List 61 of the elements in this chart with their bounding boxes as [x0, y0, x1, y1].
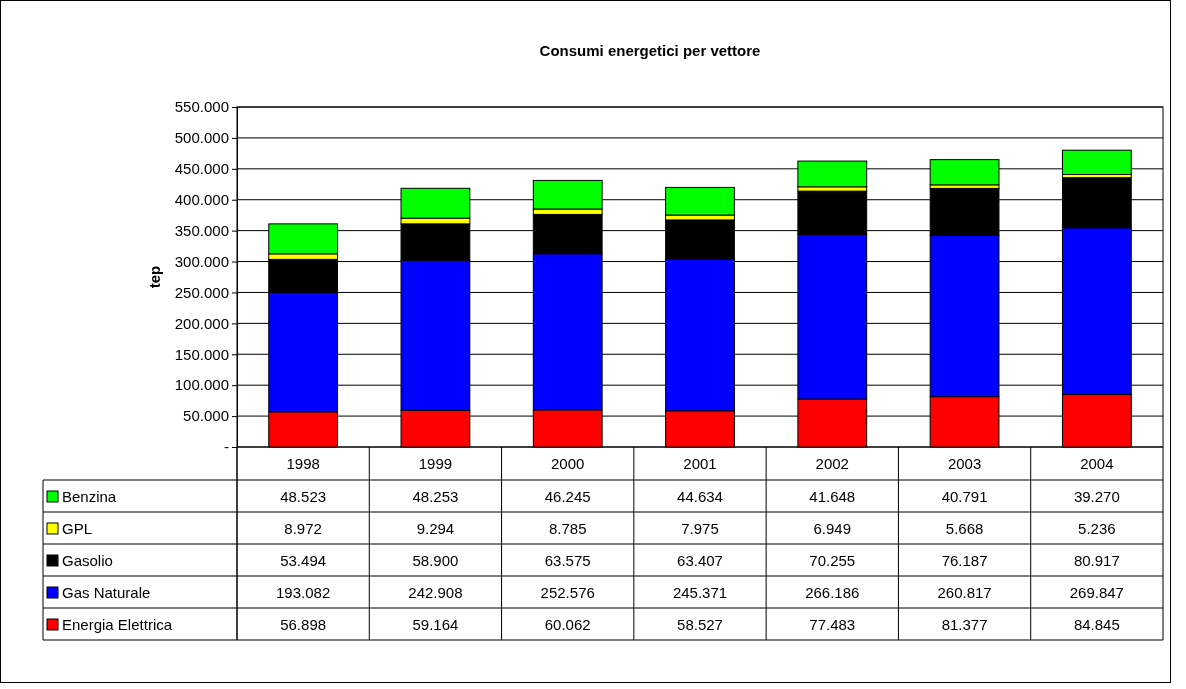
legend-label: GPL — [62, 520, 93, 537]
data-label: 59.164 — [412, 616, 459, 633]
data-label: 80.917 — [1073, 552, 1120, 569]
data-label: 40.791 — [941, 488, 988, 505]
legend-label: Benzina — [62, 488, 117, 505]
data-label: 56.898 — [280, 616, 327, 633]
x-tick-label: 1999 — [418, 455, 453, 472]
data-label: 9.294 — [416, 520, 455, 537]
chart-title: Consumi energetici per vettore — [539, 42, 761, 59]
data-label: 39.270 — [1073, 488, 1120, 505]
data-label: 193.082 — [276, 584, 331, 601]
data-label: 242.908 — [408, 584, 463, 601]
legend-label: Gas Naturale — [62, 584, 151, 601]
data-label: 81.377 — [941, 616, 988, 633]
y-tick-label: 200.000 — [174, 314, 229, 332]
data-label: 76.187 — [941, 552, 988, 569]
data-label: 260.817 — [937, 584, 992, 601]
y-tick-label: 500.000 — [174, 129, 229, 147]
data-label: 8.972 — [284, 520, 322, 537]
data-label: 8.785 — [548, 520, 587, 537]
data-label: 60.062 — [544, 616, 591, 633]
data-label: 46.245 — [544, 488, 591, 505]
y-tick-label: 150.000 — [174, 345, 229, 363]
data-label: 48.253 — [412, 488, 459, 505]
y-tick-label: 50.000 — [183, 407, 229, 425]
data-label: 58.527 — [677, 616, 723, 633]
data-label: 252.576 — [540, 584, 595, 601]
data-label: 48.523 — [280, 488, 327, 505]
y-tick-label: 550.000 — [174, 98, 229, 116]
data-label: 5.236 — [1078, 520, 1116, 537]
data-label: 266.186 — [805, 584, 860, 601]
data-label: 7.975 — [681, 520, 719, 537]
y-tick-label: 350.000 — [174, 221, 229, 239]
data-label: 77.483 — [809, 616, 856, 633]
data-label: 63.407 — [677, 552, 723, 569]
data-label: 84.845 — [1073, 616, 1120, 633]
data-label: 63.575 — [544, 552, 591, 569]
data-label: 58.900 — [412, 552, 459, 569]
y-tick-label: 300.000 — [174, 252, 229, 270]
x-tick-label: 2002 — [815, 455, 849, 472]
y-tick-label: 450.000 — [174, 160, 229, 178]
y-tick-label: - — [224, 438, 229, 456]
data-label: 41.648 — [809, 488, 856, 505]
data-label: 5.668 — [945, 520, 984, 537]
data-label: 53.494 — [280, 552, 327, 569]
data-label: 44.634 — [677, 488, 723, 505]
data-label: 6.949 — [813, 520, 852, 537]
data-label: 269.847 — [1069, 584, 1124, 601]
y-tick-label: 250.000 — [174, 283, 229, 301]
y-axis-title: tep — [146, 265, 163, 289]
data-label: 245.371 — [672, 584, 728, 601]
x-tick-label: 2003 — [947, 455, 982, 472]
legend-label: Energia Elettrica — [62, 616, 173, 633]
x-tick-label: 1998 — [286, 455, 320, 472]
y-tick-label: 100.000 — [174, 376, 229, 394]
x-tick-label: 2004 — [1080, 455, 1114, 472]
legend-label: Gasolio — [62, 552, 113, 569]
x-tick-label: 2001 — [683, 455, 717, 472]
data-label: 70.255 — [809, 552, 856, 569]
y-tick-label: 400.000 — [174, 191, 229, 209]
x-tick-label: 2000 — [551, 455, 585, 472]
